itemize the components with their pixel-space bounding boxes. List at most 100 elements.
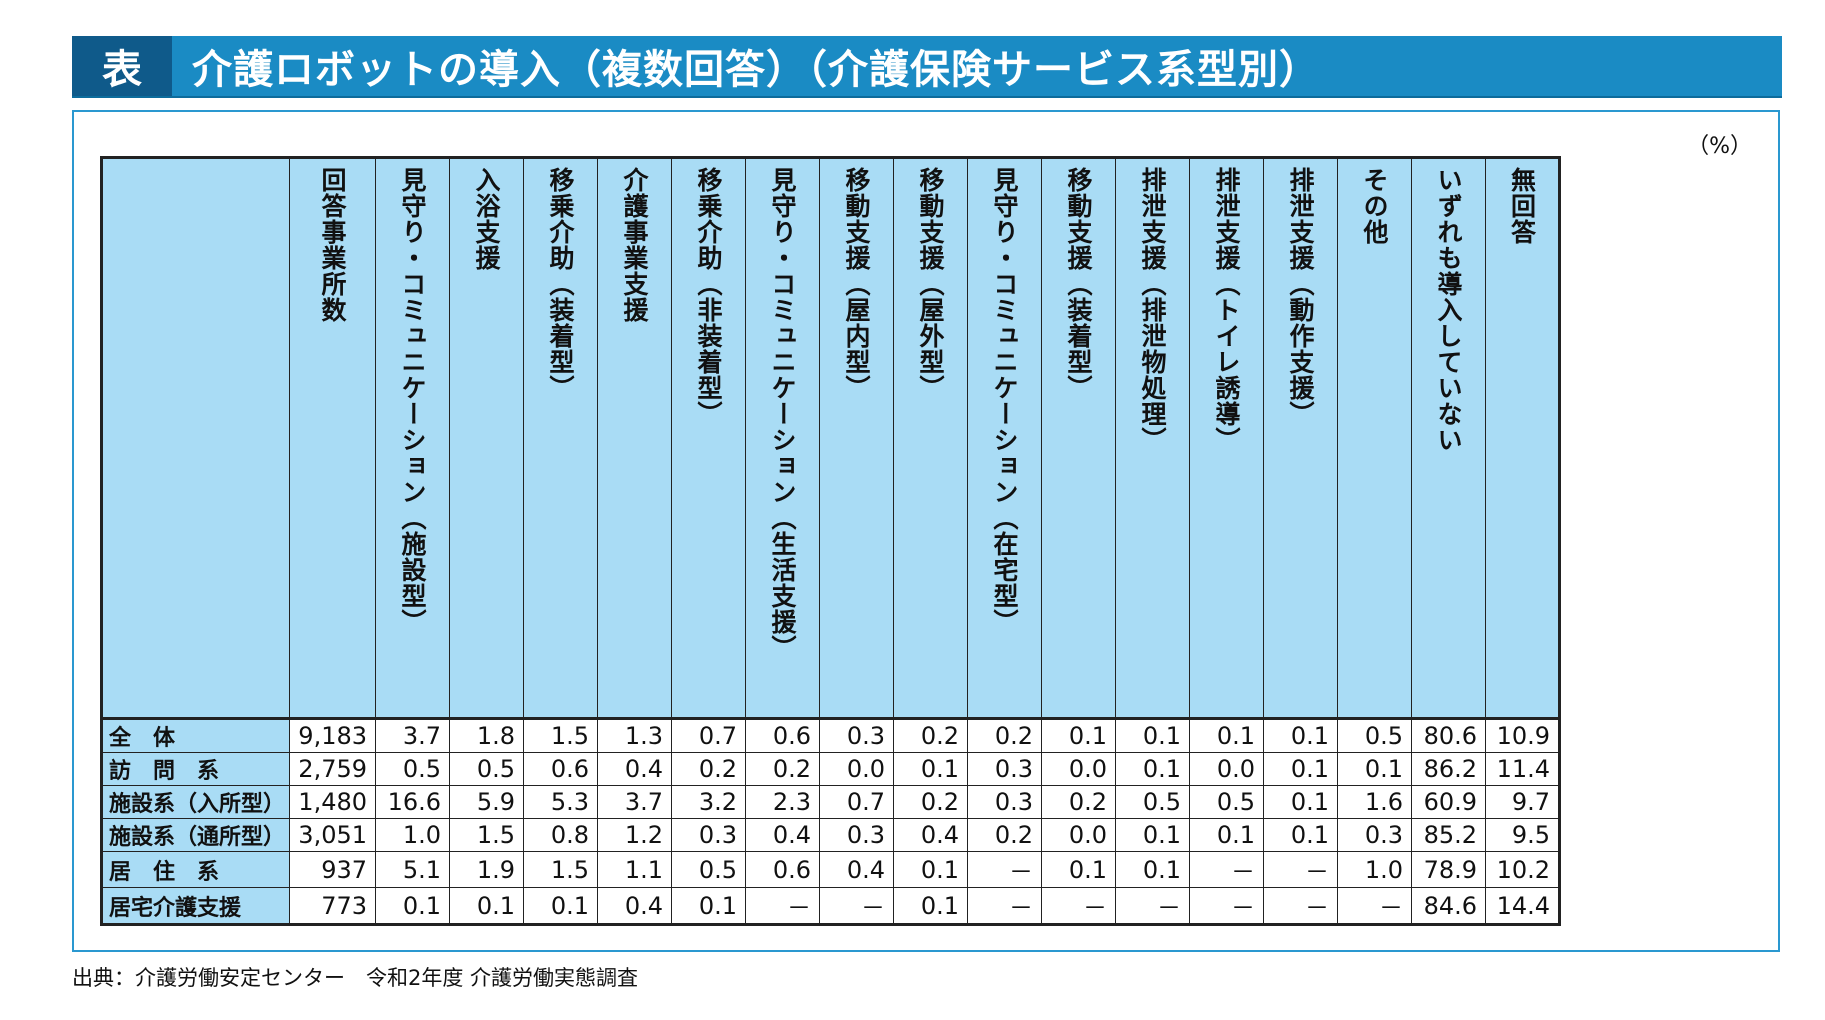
column-header-label: 見守り・コミュニケーション（在宅型）: [990, 167, 1020, 635]
table-cell: 0.8: [523, 818, 599, 852]
table-cell: 0.1: [1041, 718, 1117, 753]
column-header-label: 排泄支援（排泄物処理）: [1138, 167, 1168, 453]
table-cell: 3.7: [597, 785, 673, 819]
column-header: 入浴支援: [449, 156, 525, 720]
table-cell: 0.0: [1041, 818, 1117, 852]
column-header-label: 見守り・コミュニケーション（施設型）: [398, 167, 428, 635]
column-header-label: 移乗介助（装着型）: [546, 167, 576, 401]
table-cell: 0.3: [671, 818, 747, 852]
table-cell: 0.0: [1041, 752, 1117, 786]
table-cell: －: [745, 887, 821, 926]
table-cell: 1.5: [523, 718, 599, 753]
table-cell: 1,480: [289, 785, 377, 819]
table-cell: 0.5: [671, 851, 747, 888]
table-tag: 表: [72, 36, 172, 96]
row-label: 居 住 系: [99, 851, 291, 888]
table-cell: 0.1: [375, 887, 451, 926]
table-row: 施設系（入所型） 1,480 16.6 5.9 5.3 3.7 3.2 2.3 0.7 0.2 0.…: [99, 785, 1562, 819]
column-header-label: 排泄支援（トイレ誘導）: [1212, 167, 1242, 453]
table-cell: 0.5: [1189, 785, 1265, 819]
table-cell: －: [1189, 887, 1265, 926]
table-cell: －: [1041, 887, 1117, 926]
table-cell: 0.4: [819, 851, 895, 888]
table-cell: 1.0: [1337, 851, 1413, 888]
table-cell: 78.9: [1411, 851, 1487, 888]
unit-label: （%）: [1687, 134, 1752, 159]
table-cell: 60.9: [1411, 785, 1487, 819]
header-row: 回答事業所数 見守り・コミュニケーション（施設型） 入浴支援 移乗介助（装着型） 介護事…: [99, 156, 1562, 720]
page-title: 介護ロボットの導入（複数回答）（介護保険サービス系型別）: [192, 47, 1320, 93]
column-header-label: 移動支援（屋外型）: [916, 167, 946, 401]
table-cell: 0.5: [449, 752, 525, 786]
column-header: 見守り・コミュニケーション（在宅型）: [967, 156, 1043, 720]
table-cell: 1.5: [523, 851, 599, 888]
table-cell: 0.0: [819, 752, 895, 786]
column-header: 排泄支援（動作支援）: [1263, 156, 1339, 720]
column-header-label: 見守り・コミュニケーション（生活支援）: [768, 167, 798, 661]
table-cell: 0.1: [1115, 718, 1191, 753]
table-cell: 0.1: [1115, 752, 1191, 786]
table-cell: 0.2: [745, 752, 821, 786]
column-header: 介護事業支援: [597, 156, 673, 720]
table-cell: 5.1: [375, 851, 451, 888]
table-cell: 86.2: [1411, 752, 1487, 786]
table-cell: 1.6: [1337, 785, 1413, 819]
column-header: 移動支援（屋内型）: [819, 156, 895, 720]
column-header-label: いずれも導入していない: [1434, 167, 1464, 453]
column-header-label: その他: [1360, 167, 1390, 245]
table-cell: 5.3: [523, 785, 599, 819]
table-cell: －: [967, 887, 1043, 926]
column-header: 移動支援（屋外型）: [893, 156, 969, 720]
table-cell: 0.3: [1337, 818, 1413, 852]
table-cell: 85.2: [1411, 818, 1487, 852]
table-cell: 2.3: [745, 785, 821, 819]
table-cell: 0.3: [819, 718, 895, 753]
table-cell: 0.1: [893, 752, 969, 786]
column-header: その他: [1337, 156, 1413, 720]
title-banner: 表 介護ロボットの導入（複数回答）（介護保険サービス系型別）: [72, 36, 1782, 98]
table-cell: －: [1189, 851, 1265, 888]
column-header: 移動支援（装着型）: [1041, 156, 1117, 720]
table-cell: 1.1: [597, 851, 673, 888]
table-cell: 9.5: [1485, 818, 1562, 852]
table-cell: 0.1: [1041, 851, 1117, 888]
column-header: 排泄支援（排泄物処理）: [1115, 156, 1191, 720]
table-cell: 3,051: [289, 818, 377, 852]
table-cell: 1.3: [597, 718, 673, 753]
table-cell: 0.2: [1041, 785, 1117, 819]
column-header-label: 入浴支援: [472, 167, 502, 271]
table-row: 全 体 9,183 3.7 1.8 1.5 1.3 0.7 0.6 0.3 0.2 0.2 0.1 0.…: [99, 718, 1562, 753]
table-cell: 0.1: [1263, 718, 1339, 753]
column-header-label: 移動支援（屋内型）: [842, 167, 872, 401]
table-cell: 0.2: [967, 818, 1043, 852]
column-header-label: 無回答: [1507, 167, 1537, 245]
column-header-label: 回答事業所数: [318, 167, 348, 323]
table-cell: 10.9: [1485, 718, 1562, 753]
table-cell: 0.3: [967, 752, 1043, 786]
row-label: 施設系（入所型）: [99, 785, 291, 819]
table-row: 訪 問 系 2,759 0.5 0.5 0.6 0.4 0.2 0.2 0.0 0.1 0.3 0.0…: [99, 752, 1562, 786]
table-cell: 0.4: [597, 887, 673, 926]
table-cell: 0.2: [967, 718, 1043, 753]
table-cell: 0.2: [893, 785, 969, 819]
source-note: 出典：介護労働安定センター 令和2年度 介護労働実態調査: [72, 966, 639, 990]
row-label: 訪 問 系: [99, 752, 291, 786]
table-cell: 0.1: [449, 887, 525, 926]
table-cell: 14.4: [1485, 887, 1562, 926]
data-table: 回答事業所数 見守り・コミュニケーション（施設型） 入浴支援 移乗介助（装着型） 介護事…: [99, 156, 1562, 926]
table-cell: 9.7: [1485, 785, 1562, 819]
table-cell: 0.1: [1189, 818, 1265, 852]
column-header: 無回答: [1485, 156, 1562, 720]
table-cell: 0.1: [1263, 785, 1339, 819]
column-header-label: 移乗介助（非装着型）: [694, 167, 724, 427]
table-cell: 3.2: [671, 785, 747, 819]
header-corner: [99, 156, 291, 720]
table-cell: 9,183: [289, 718, 377, 753]
table-cell: 937: [289, 851, 377, 888]
table-row: 居 住 系 937 5.1 1.9 1.5 1.1 0.5 0.6 0.4 0.1 － 0.1 0.1 －…: [99, 851, 1562, 888]
table-cell: 1.9: [449, 851, 525, 888]
table-panel: （%） 回答事業所数 見守り・コミュニケーション（施設型） 入浴支援 移乗介助（装着型…: [72, 110, 1780, 952]
column-header: 見守り・コミュニケーション（生活支援）: [745, 156, 821, 720]
column-header: 排泄支援（トイレ誘導）: [1189, 156, 1265, 720]
row-label: 全 体: [99, 718, 291, 753]
